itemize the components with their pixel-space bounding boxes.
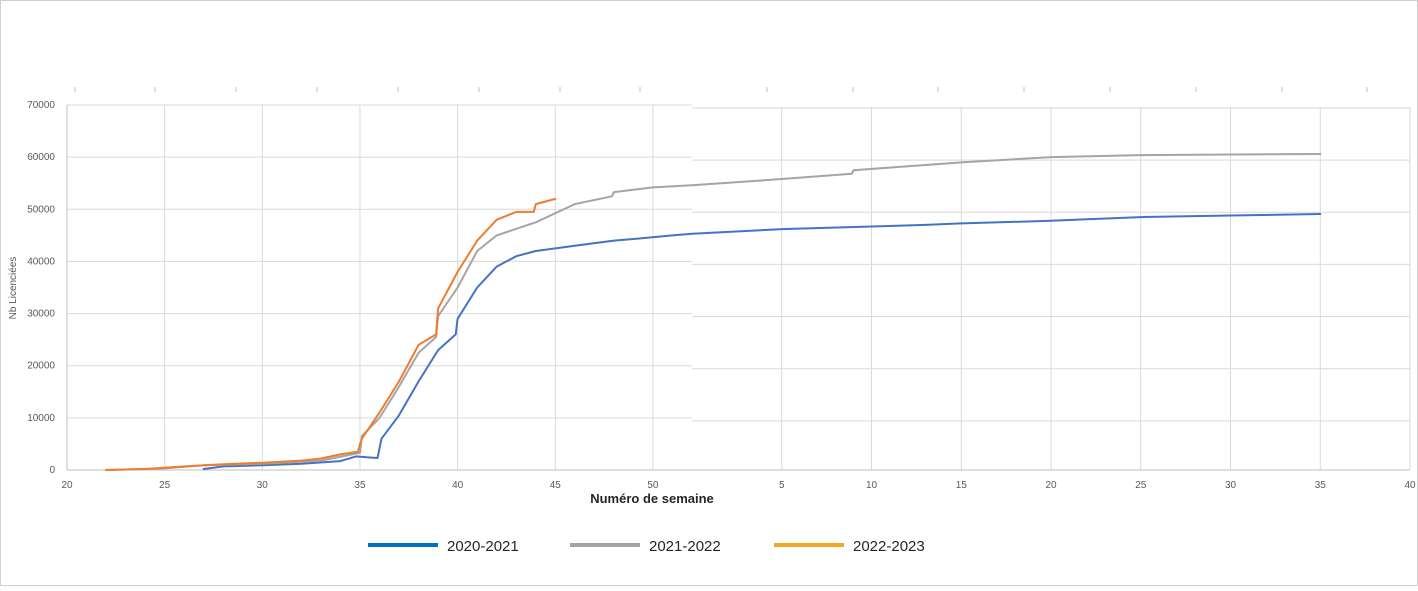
y-axis-label: Nb Licenciées — [8, 257, 19, 320]
legend: 2020-2021 2021-2022 2022-2023 — [368, 538, 925, 555]
x-tick-label: 15 — [956, 480, 968, 491]
gridlines — [67, 104, 1411, 470]
series-line-2021-2022 — [105, 153, 1322, 471]
x-tick-labels: 20 25 30 35 40 45 50 5 10 15 20 25 30 35 40 — [61, 480, 1416, 491]
x-tick-label: 40 — [1404, 480, 1416, 491]
x-tick-label: 45 — [550, 480, 562, 491]
x-tick-label: 25 — [1135, 480, 1147, 491]
axes — [66, 105, 1410, 471]
x-tick-label: 30 — [1225, 480, 1237, 491]
top-tick-marks — [74, 87, 1368, 92]
y-tick-label: 10000 — [27, 413, 55, 424]
x-tick-label: 10 — [866, 480, 878, 491]
x-tick-label: 35 — [1315, 480, 1327, 491]
x-tick-label: 50 — [647, 480, 659, 491]
x-tick-label: 40 — [452, 480, 464, 491]
series-line-2020-2021 — [202, 213, 1322, 470]
y-tick-label: 60000 — [27, 152, 55, 163]
x-tick-label: 20 — [61, 480, 73, 491]
x-tick-label: 25 — [159, 480, 171, 491]
series-lines — [105, 153, 1322, 471]
legend-label: 2020-2021 — [447, 538, 519, 555]
y-tick-labels: 0 10000 20000 30000 40000 50000 60000 70000 — [27, 100, 55, 476]
x-tick-label: 35 — [354, 480, 366, 491]
legend-label: 2021-2022 — [649, 538, 721, 555]
y-tick-label: 70000 — [27, 100, 55, 111]
x-tick-label: 5 — [779, 480, 785, 491]
x-tick-label: 20 — [1045, 480, 1057, 491]
y-tick-label: 0 — [49, 465, 55, 476]
x-tick-label: 30 — [257, 480, 269, 491]
y-tick-label: 40000 — [27, 256, 55, 267]
y-tick-label: 30000 — [27, 309, 55, 320]
y-tick-label: 50000 — [27, 204, 55, 215]
series-line-2022-2023 — [105, 197, 557, 471]
x-axis-label: Numéro de semaine — [590, 491, 714, 506]
legend-label: 2022-2023 — [853, 538, 925, 555]
y-tick-label: 20000 — [27, 361, 55, 372]
